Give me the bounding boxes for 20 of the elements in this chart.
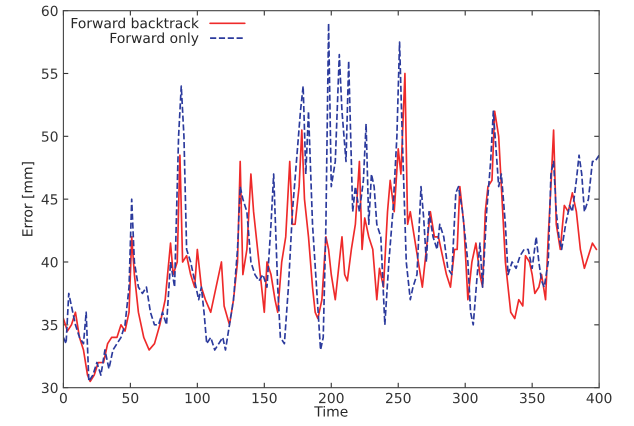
x-tick-label: 0 <box>60 392 67 404</box>
x-tick-label: 250 <box>386 392 411 404</box>
legend-label: Forward only <box>110 32 199 46</box>
legend-label: Forward backtrack <box>72 18 199 28</box>
x-tick-label: 200 <box>319 392 344 404</box>
y-tick-label: 30 <box>42 382 58 394</box>
y-tick-label: 35 <box>42 320 58 330</box>
y-tick-label: 40 <box>42 256 58 268</box>
x-tick-label: 100 <box>186 392 210 404</box>
y-tick-label: 50 <box>42 131 58 142</box>
y-tick-label: 45 <box>42 194 58 205</box>
x-tick-label: 350 <box>520 392 544 404</box>
x-tick-label: 50 <box>122 392 138 404</box>
x-tick-label: 400 <box>586 392 612 404</box>
x-tick-label: 300 <box>453 392 478 404</box>
x-tick-label: 150 <box>252 392 277 404</box>
y-axis-title: Error [mm] <box>22 162 34 236</box>
y-tick-label: 60 <box>42 6 58 16</box>
y-tick-label: 55 <box>42 68 58 79</box>
x-axis-title: Time <box>314 406 348 417</box>
